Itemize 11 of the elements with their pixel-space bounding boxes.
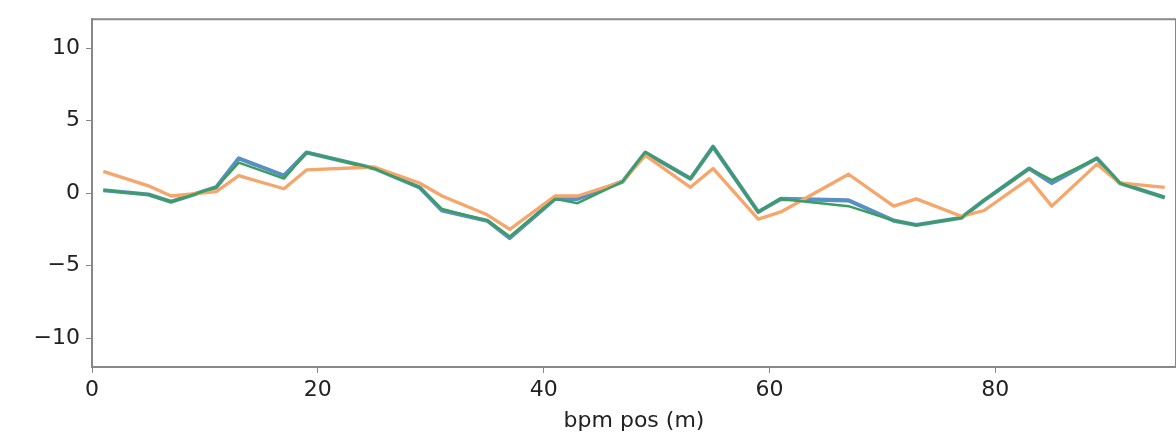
x-axis-title: bpm pos (m): [563, 406, 705, 432]
x-tick-label: 0: [85, 375, 99, 401]
y-tick-label: 0: [66, 178, 80, 204]
x-tick-label: 40: [529, 375, 558, 401]
y-tick-label: −5: [47, 251, 80, 277]
y-tick-label: 10: [52, 33, 80, 59]
y-tick-label: −10: [33, 323, 80, 349]
x-tick-label: 80: [981, 375, 1010, 401]
y-tick-label: 5: [66, 106, 80, 132]
x-tick-label: 20: [303, 375, 332, 401]
x-tick-label: 60: [755, 375, 784, 401]
